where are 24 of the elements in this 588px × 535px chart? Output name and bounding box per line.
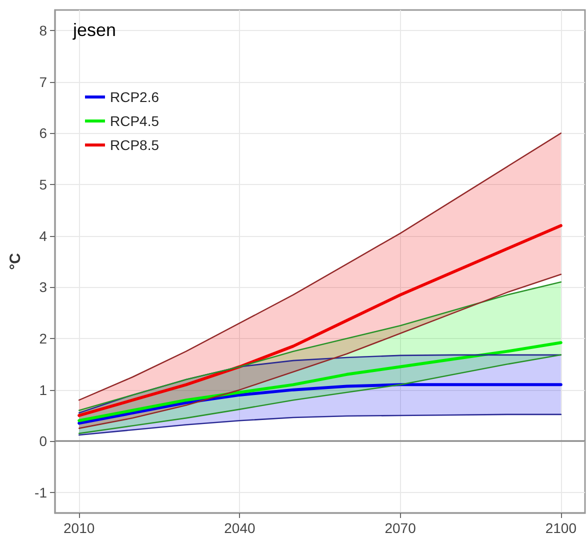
y-tick-label: 0 bbox=[39, 433, 48, 450]
x-tick-label: 2040 bbox=[224, 520, 256, 535]
y-tick-label: 6 bbox=[39, 125, 48, 142]
line-series bbox=[78, 224, 562, 417]
x-tick-label: 2100 bbox=[545, 520, 577, 535]
y-tick-label: 7 bbox=[39, 74, 48, 90]
line-series bbox=[78, 414, 562, 436]
legend-label: RCP8.5 bbox=[110, 137, 160, 153]
y-tick-label: 8 bbox=[39, 22, 48, 39]
legend-label: RCP4.5 bbox=[110, 113, 160, 129]
x-tick-label: 2010 bbox=[64, 520, 95, 535]
y-tick-label: 3 bbox=[39, 279, 48, 296]
text: jesen bbox=[72, 20, 116, 40]
line-series bbox=[78, 383, 562, 425]
y-axis-title: °C bbox=[7, 252, 24, 270]
line-series bbox=[78, 281, 562, 411]
y-tick-label: 4 bbox=[39, 228, 48, 244]
line-series bbox=[78, 341, 562, 422]
y-tick-label: -1 bbox=[34, 484, 48, 500]
x-tick-label: 2070 bbox=[384, 520, 416, 535]
legend-label: RCP2.6 bbox=[110, 89, 160, 105]
y-tick-label: 1 bbox=[39, 382, 48, 398]
y-tick-label: 2 bbox=[39, 330, 48, 346]
y-tick-label: 5 bbox=[39, 176, 48, 193]
